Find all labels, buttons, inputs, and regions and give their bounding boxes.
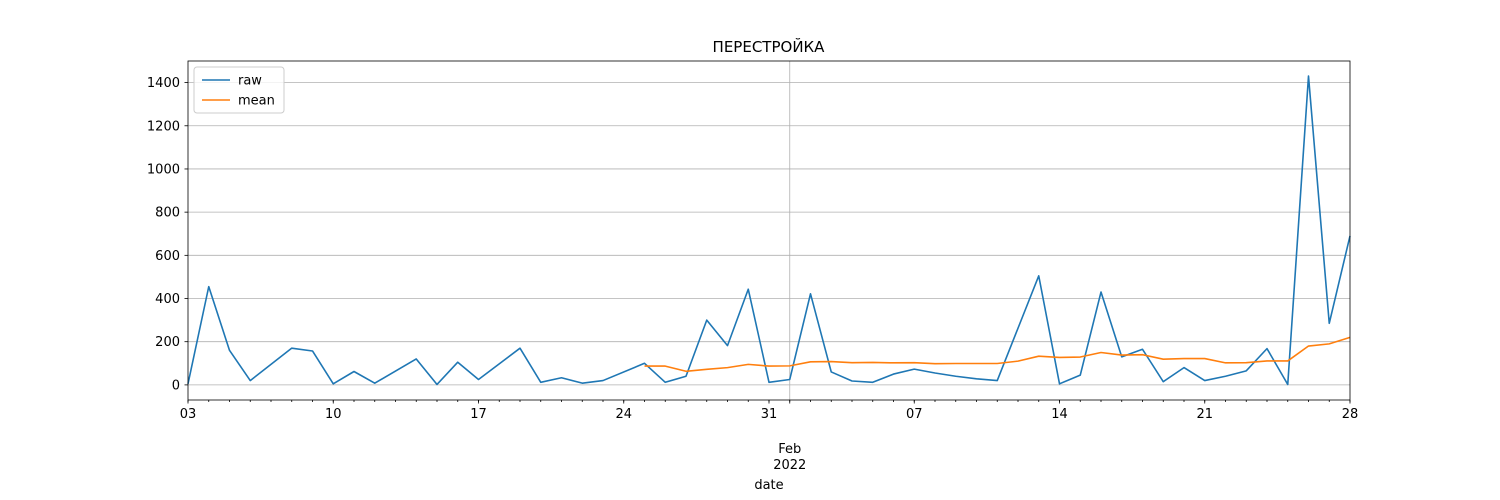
y-tick-label: 800	[155, 206, 180, 221]
x-axis-label: date	[754, 478, 783, 493]
legend-box	[193, 66, 285, 114]
axis-layer: 0 200 400 600 800 1000 1200 1400 03 10 17 24 31 07 14 2…	[147, 76, 1358, 473]
legend-label-raw: raw	[238, 74, 262, 89]
y-tick-label: 1000	[147, 162, 180, 177]
x-tick-label: 31	[761, 407, 778, 422]
y-tick-label: 600	[155, 249, 180, 264]
x-tick-label: 14	[1051, 407, 1068, 422]
series-line-raw	[187, 75, 1351, 386]
x-tick-label: 10	[325, 407, 342, 422]
y-tick-label: 200	[155, 335, 180, 350]
y-tick-label: 1400	[147, 76, 180, 91]
y-tick-label: 0	[172, 378, 180, 393]
series-line-mean	[644, 336, 1351, 373]
y-tick-label: 400	[155, 292, 180, 307]
x-year-label: 2022	[773, 458, 806, 473]
y-tick-label: 1200	[147, 119, 180, 134]
legend-label-mean: mean	[238, 94, 275, 109]
x-tick-label: 24	[615, 407, 632, 422]
series-layer	[187, 75, 1351, 386]
x-tick-label: 21	[1196, 407, 1213, 422]
legend: raw mean	[193, 66, 285, 114]
plot-frame	[187, 60, 1351, 401]
x-tick-label: 17	[470, 407, 487, 422]
x-tick-label: 07	[906, 407, 923, 422]
x-month-label: Feb	[778, 442, 801, 457]
chart-title: ПЕРЕСТРОЙКА	[713, 37, 826, 56]
x-tick-label: 28	[1342, 407, 1359, 422]
x-tick-label: 03	[180, 407, 197, 422]
grid-layer	[188, 61, 1350, 400]
